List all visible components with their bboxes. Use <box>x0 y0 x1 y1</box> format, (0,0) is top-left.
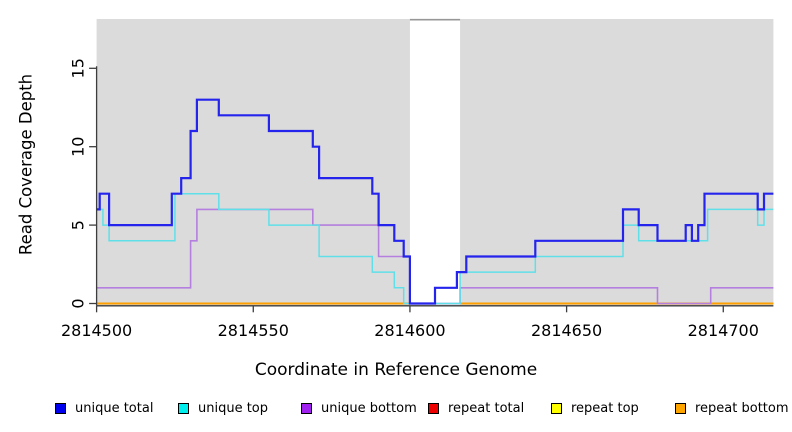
legend-label: repeat total <box>448 400 525 416</box>
repeat-region-mask <box>409 20 461 305</box>
legend-label: unique total <box>75 400 154 416</box>
legend: unique total unique top unique bottom repea… <box>0 399 792 421</box>
legend-swatch-repeat-bottom <box>675 402 686 414</box>
legend-item-unique-bottom: unique bottom <box>301 399 417 417</box>
x-axis-title: Coordinate in Reference Genome <box>254 360 538 380</box>
legend-label: unique top <box>198 400 269 416</box>
legend-swatch-repeat-top <box>551 402 562 414</box>
y-axis-tick-label: 15 <box>69 58 88 78</box>
y-axis-tick-label: 10 <box>69 137 88 157</box>
x-axis-tick-label: 2814650 <box>531 321 602 340</box>
y-axis-tick-label: 0 <box>69 298 88 308</box>
x-axis-tick-label: 2814600 <box>374 321 445 340</box>
series-line-unique-bottom <box>96 208 774 305</box>
legend-swatch-unique-total <box>55 402 66 414</box>
legend-swatch-repeat-total <box>428 402 439 414</box>
y-axis-title: Read Coverage Depth <box>16 73 36 256</box>
legend-label: unique bottom <box>321 400 417 416</box>
legend-swatch-unique-bottom <box>301 402 312 414</box>
series-line-unique-total <box>96 98 774 305</box>
legend-label: repeat top <box>571 400 639 416</box>
x-axis-tick-label: 2814700 <box>688 321 759 340</box>
legend-swatch-unique-top <box>178 402 189 414</box>
legend-label: repeat bottom <box>695 400 789 416</box>
series-line-unique-top <box>96 192 774 305</box>
legend-item-repeat-top: repeat top <box>551 399 639 417</box>
legend-item-unique-total: unique total <box>55 399 153 417</box>
x-axis-tick-label: 2814500 <box>61 321 132 340</box>
y-axis-tick-label: 5 <box>69 220 88 230</box>
legend-item-repeat-bottom: repeat bottom <box>675 399 789 417</box>
x-axis-tick-label: 2814550 <box>218 321 289 340</box>
legend-item-repeat-total: repeat total <box>428 399 524 417</box>
legend-item-unique-top: unique top <box>178 399 268 417</box>
